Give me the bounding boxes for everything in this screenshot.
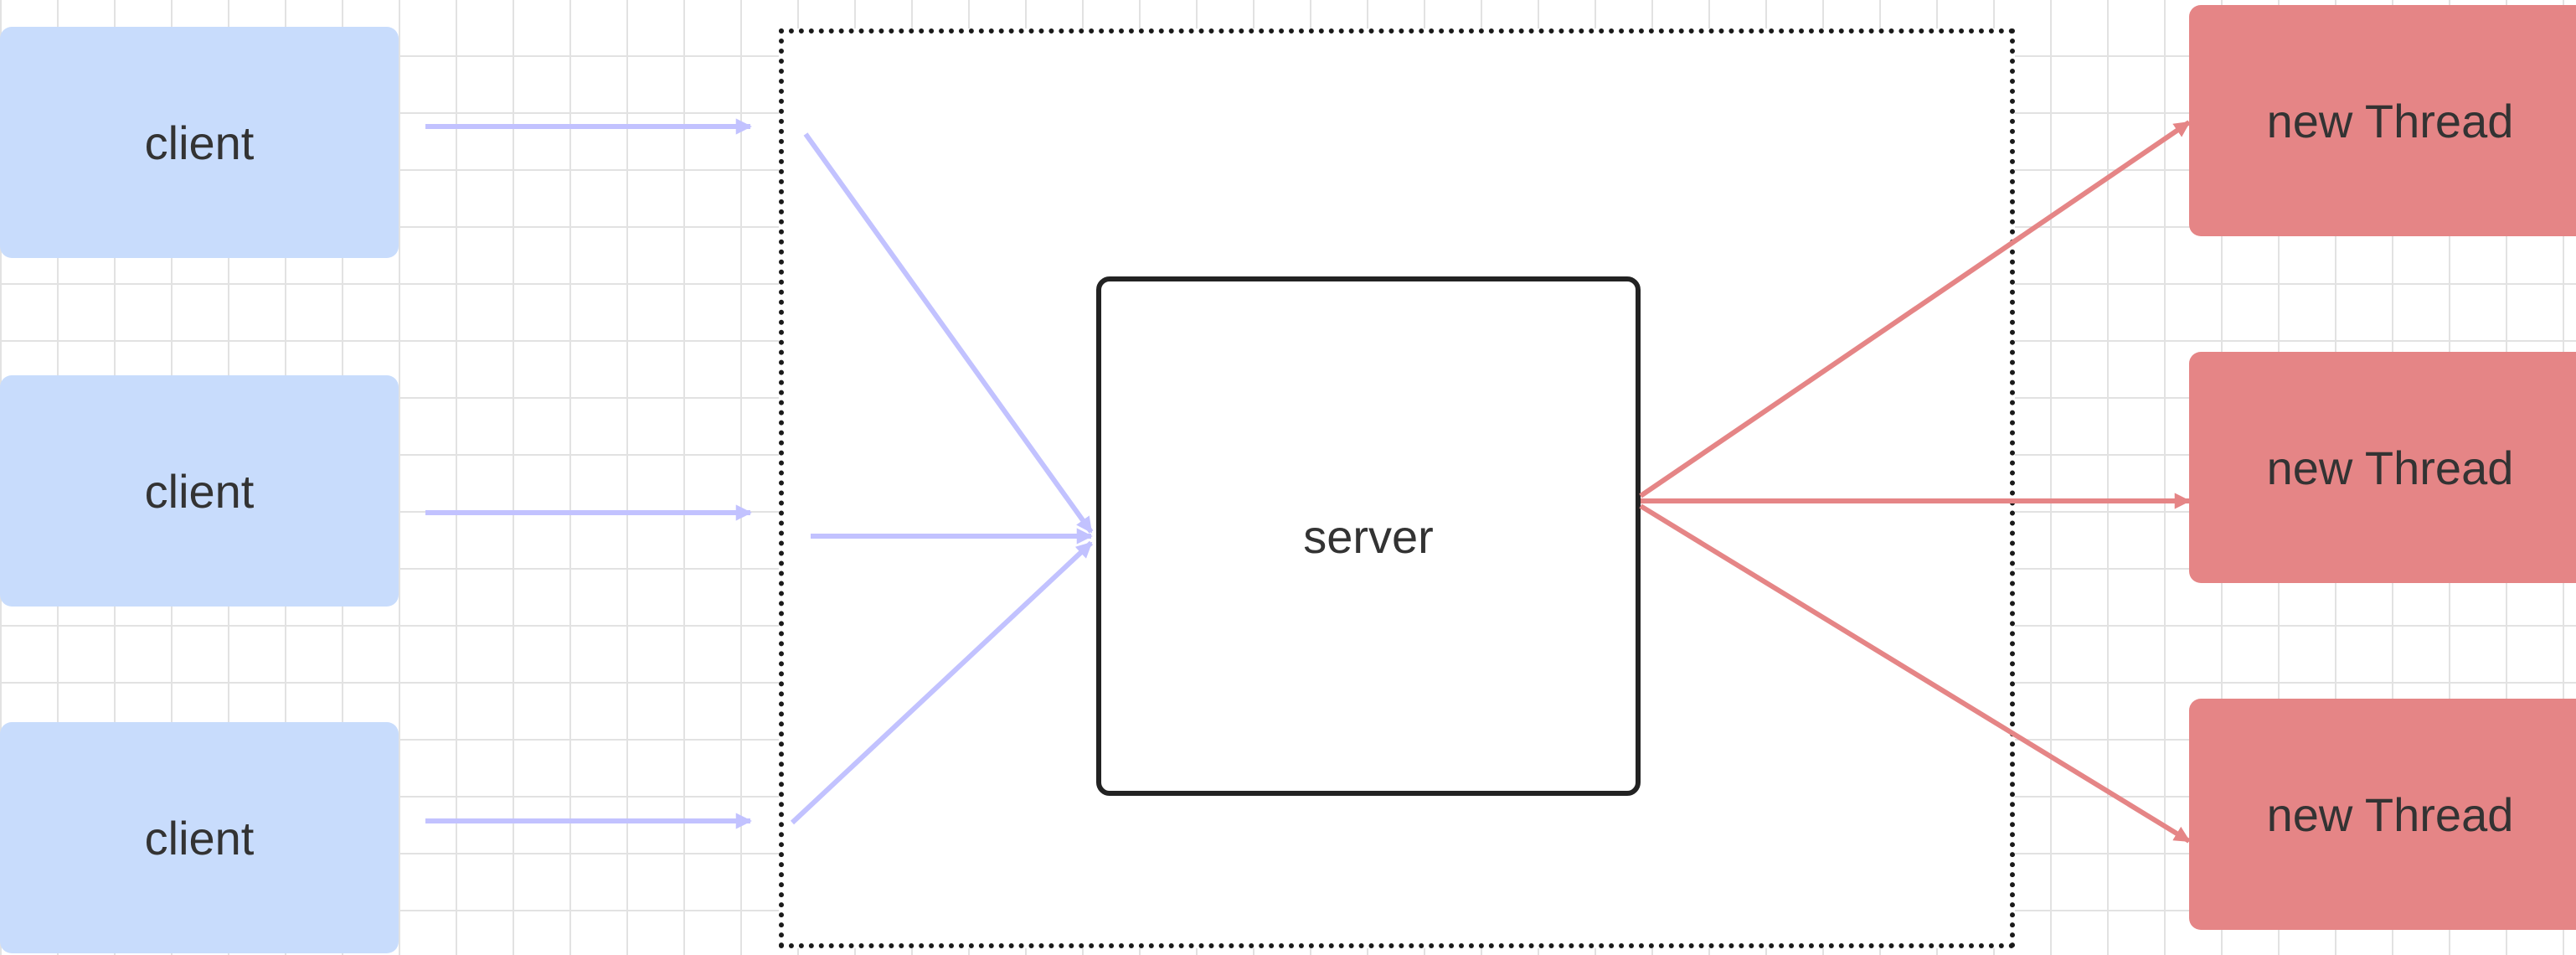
thread-label: new Thread bbox=[2266, 441, 2514, 494]
thread-node-3[interactable]: new Thread bbox=[2189, 699, 2576, 930]
server-node[interactable]: server bbox=[1096, 276, 1641, 796]
thread-node-1[interactable]: new Thread bbox=[2189, 5, 2576, 236]
client-label: client bbox=[144, 464, 255, 518]
client-label: client bbox=[144, 811, 255, 865]
client-node-2[interactable]: client bbox=[0, 375, 399, 607]
client-node-1[interactable]: client bbox=[0, 27, 399, 258]
thread-label: new Thread bbox=[2266, 787, 2514, 841]
thread-label: new Thread bbox=[2266, 94, 2514, 147]
thread-node-2[interactable]: new Thread bbox=[2189, 352, 2576, 583]
server-label: server bbox=[1303, 509, 1434, 563]
client-node-3[interactable]: client bbox=[0, 722, 399, 953]
client-label: client bbox=[144, 116, 255, 169]
